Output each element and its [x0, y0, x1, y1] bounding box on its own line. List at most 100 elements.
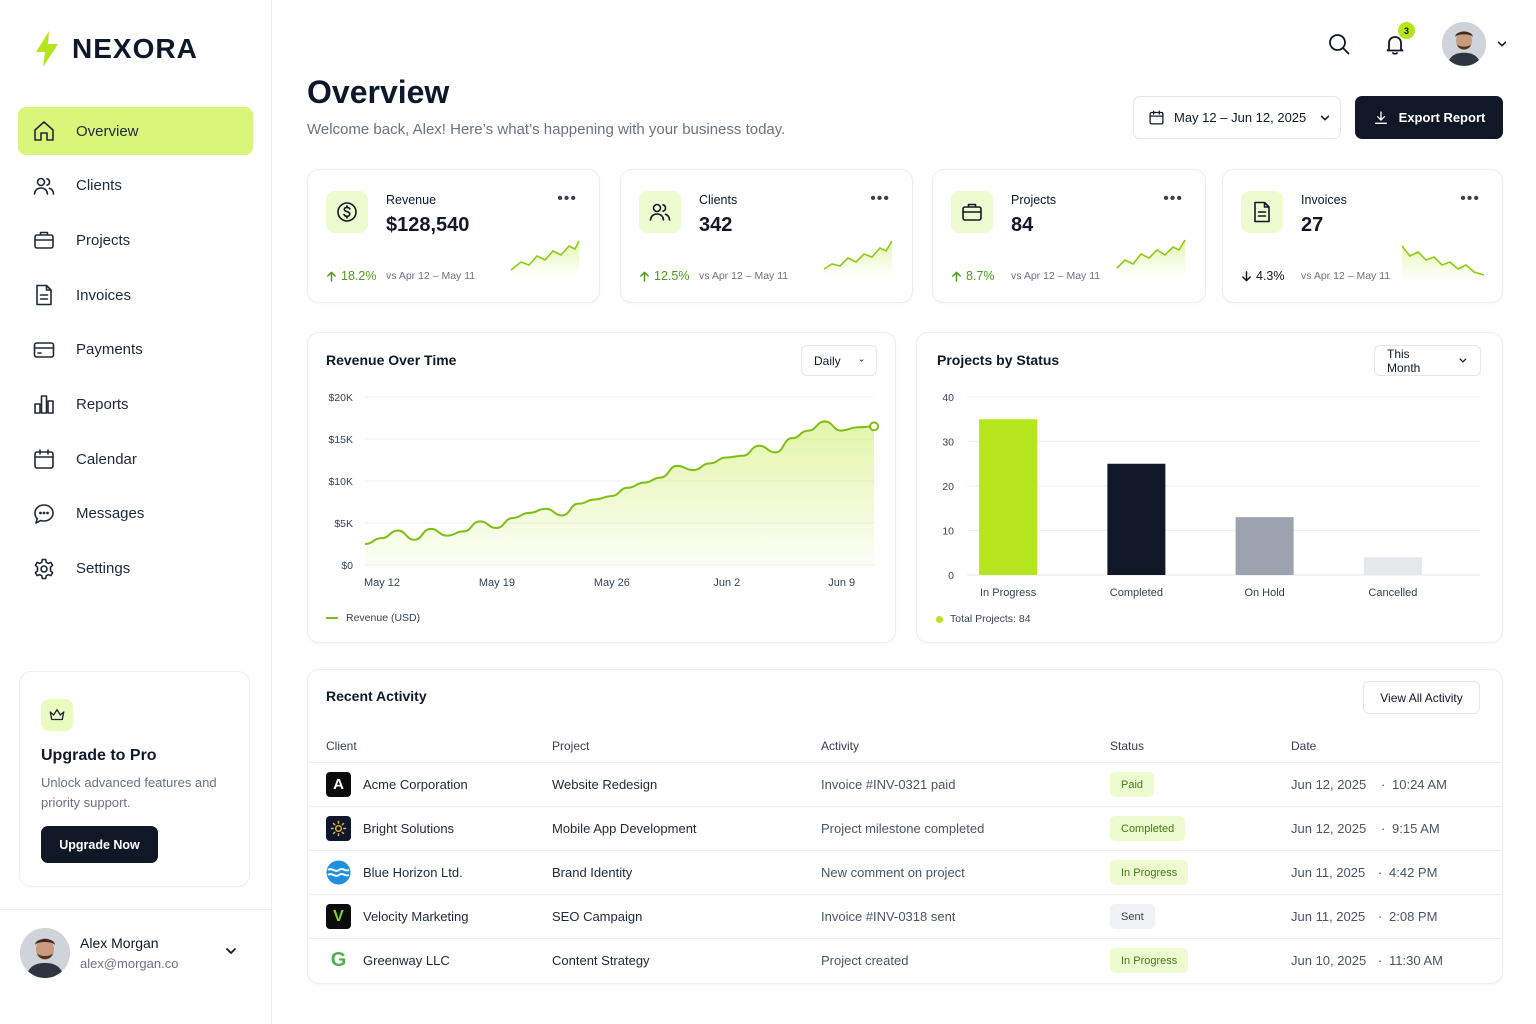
client-name: Greenway LLC [363, 953, 450, 968]
arrow-up-icon [327, 270, 336, 282]
bar-cancelled [1363, 557, 1422, 575]
home-icon [32, 119, 56, 143]
more-options-icon[interactable]: ••• [1163, 190, 1183, 207]
period-select[interactable]: This Month [1374, 345, 1481, 376]
y-tick-label: 40 [942, 392, 954, 404]
sidebar-nav: Overview Clients Projects Invoices Payme… [18, 107, 253, 599]
sidebar-item-calendar[interactable]: Calendar [18, 435, 253, 483]
arrow-up-icon [952, 270, 961, 282]
stat-compare: vs Apr 12 – May 11 [699, 270, 789, 282]
y-tick-label: $0 [341, 560, 353, 572]
activity-date: Jun 10, 2025 [1291, 953, 1367, 968]
export-report-button[interactable]: Export Report [1355, 96, 1503, 139]
sidebar-item-messages[interactable]: Messages [18, 490, 253, 538]
stat-change: 4.3% [1241, 269, 1285, 283]
dollar-icon [326, 191, 368, 233]
sparkline [1116, 239, 1186, 276]
stat-change: 12.5% [639, 269, 689, 283]
column-header-date[interactable]: Date [1291, 739, 1317, 753]
table-row[interactable]: Blue Horizon Ltd. Brand Identity New com… [308, 850, 1503, 894]
y-tick-label: $15K [328, 434, 353, 446]
brand-logo[interactable]: NEXORA [32, 30, 198, 68]
sidebar-item-label: Messages [76, 505, 145, 523]
bell-icon[interactable]: 3 [1380, 22, 1415, 59]
avatar[interactable] [1442, 22, 1486, 66]
projects-bar-chart: 0 10 20 30 40 In Progress Completed On Hold Canc… [942, 392, 1480, 599]
calendar-icon [1148, 109, 1165, 126]
sidebar-item-clients[interactable]: Clients [18, 162, 253, 210]
column-header-client[interactable]: Client [326, 739, 357, 753]
acme-logo-icon: A [326, 772, 351, 797]
arrow-down-icon [1242, 270, 1251, 282]
column-header-project[interactable]: Project [552, 739, 590, 753]
column-header-activity[interactable]: Activity [821, 739, 860, 753]
table-row[interactable]: Bright Solutions Mobile App Development … [308, 806, 1503, 850]
more-options-icon[interactable]: ••• [557, 190, 577, 207]
date-range-label: May 12 – Jun 12, 2025 [1174, 110, 1307, 125]
y-tick-label: 20 [942, 481, 954, 493]
stat-value: 84 [1011, 214, 1034, 236]
wave-logo-icon [326, 860, 351, 885]
x-tick-label: Jun 9 [828, 577, 855, 589]
chevron-down-icon[interactable] [1496, 38, 1508, 50]
chart-legend: Total Projects: 84 [936, 613, 1031, 625]
upgrade-now-button[interactable]: Upgrade Now [41, 826, 158, 863]
stat-card-projects: Projects 84 ••• 8.7% vs Apr 12 – May 11 [932, 169, 1206, 303]
export-report-label: Export Report [1398, 110, 1486, 125]
sidebar-item-payments[interactable]: Payments [18, 326, 253, 374]
sidebar-item-overview[interactable]: Overview [18, 107, 253, 155]
activity-text: Invoice #INV-0318 sent [821, 909, 956, 924]
crown-icon [41, 699, 73, 731]
period-select[interactable]: Daily [801, 345, 877, 376]
date-separator: · [1378, 909, 1383, 924]
client-name: Blue Horizon Ltd. [363, 865, 463, 880]
legend-label: Total Projects: 84 [950, 613, 1031, 625]
sidebar-item-settings[interactable]: Settings [18, 545, 253, 593]
date-range-picker[interactable]: May 12 – Jun 12, 2025 [1133, 96, 1341, 139]
activity-date: Jun 12, 2025 [1291, 777, 1367, 792]
column-header-status[interactable]: Status [1110, 739, 1145, 753]
chat-icon [32, 502, 56, 526]
view-all-activity-button[interactable]: View All Activity [1363, 681, 1480, 714]
x-tick-label: Jun 2 [713, 577, 740, 589]
bar-on-hold [1235, 517, 1294, 575]
activity-date: Jun 11, 2025 [1291, 909, 1366, 924]
table-row[interactable]: A Acme Corporation Website Redesign Invo… [308, 762, 1503, 806]
more-options-icon[interactable]: ••• [870, 190, 890, 207]
more-options-icon[interactable]: ••• [1460, 190, 1480, 207]
projects-by-status-card: Projects by Status This Month 0 10 20 30 40 I… [916, 332, 1503, 643]
activity-date: Jun 12, 2025 [1291, 821, 1367, 836]
page-subtitle: Welcome back, Alex! Here’s what’s happen… [307, 121, 786, 138]
period-select-value: This Month [1387, 346, 1421, 375]
search-icon[interactable] [1324, 29, 1354, 59]
x-tick-label: May 19 [479, 577, 515, 589]
status-badge: Paid [1110, 772, 1155, 797]
sparkline [510, 240, 580, 276]
page-title: Overview [307, 74, 450, 110]
revenue-area-chart: $0 $5K $10K $15K $20K May 12 May 19 May 26 Jun 2… [328, 392, 879, 589]
upgrade-description: Unlock advanced features and priority su… [41, 775, 217, 810]
stat-change-value: 18.2% [341, 269, 377, 283]
activity-time: 9:15 AM [1392, 821, 1440, 836]
sun-logo-icon [326, 816, 351, 841]
lightning-icon [36, 31, 58, 67]
sidebar-item-reports[interactable]: Reports [18, 380, 253, 428]
download-icon [1373, 110, 1389, 126]
chevron-down-icon [859, 359, 864, 362]
table-row[interactable]: G Greenway LLC Content Strategy Project … [308, 938, 1503, 982]
table-row[interactable]: V Velocity Marketing SEO Campaign Invoic… [308, 894, 1503, 938]
stat-label: Clients [699, 193, 738, 207]
sidebar-item-projects[interactable]: Projects [18, 216, 253, 264]
users-icon [639, 191, 681, 233]
chart-title: Revenue Over Time [326, 352, 457, 368]
x-tick-label: Completed [1110, 587, 1163, 599]
date-separator: · [1381, 821, 1386, 836]
stat-compare: vs Apr 12 – May 11 [386, 270, 476, 282]
sidebar-item-invoices[interactable]: Invoices [18, 271, 253, 319]
v-logo-icon: V [326, 904, 351, 929]
user-profile[interactable]: Alex Morgan alex@morgan.co [0, 909, 271, 1024]
sidebar-item-label: Invoices [76, 286, 132, 304]
chevron-down-icon[interactable] [224, 944, 238, 963]
briefcase-icon [32, 228, 56, 252]
sidebar-item-label: Reports [76, 395, 129, 413]
